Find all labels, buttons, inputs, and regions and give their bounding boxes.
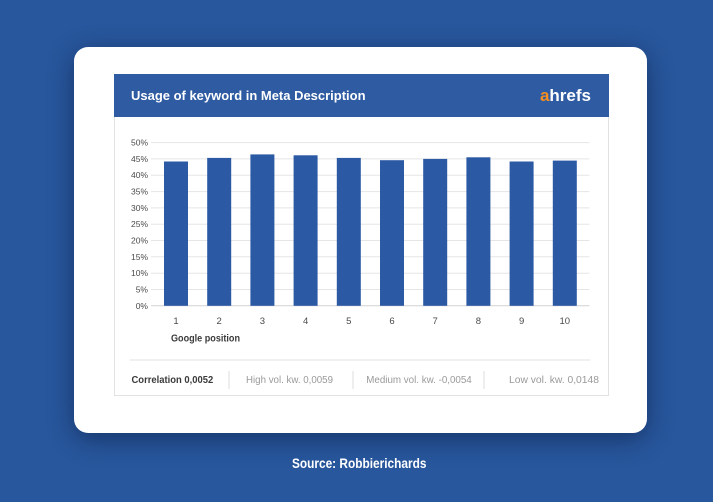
svg-text:6: 6: [389, 316, 394, 327]
svg-text:High vol. kw. 0,0059: High vol. kw. 0,0059: [246, 375, 333, 386]
svg-text:25%: 25%: [131, 219, 148, 229]
svg-text:7: 7: [433, 316, 438, 327]
svg-text:Correlation 0,0052: Correlation 0,0052: [132, 375, 214, 386]
svg-text:10%: 10%: [131, 268, 148, 278]
svg-text:ahrefs: ahrefs: [540, 86, 591, 105]
svg-text:30%: 30%: [131, 203, 148, 213]
svg-text:Google position: Google position: [171, 334, 240, 345]
svg-text:Usage of keyword in Meta Descr: Usage of keyword in Meta Description: [131, 88, 366, 103]
svg-text:20%: 20%: [131, 236, 148, 246]
svg-text:15%: 15%: [131, 252, 148, 262]
svg-text:3: 3: [260, 316, 265, 327]
svg-text:4: 4: [303, 316, 308, 327]
svg-text:35%: 35%: [131, 187, 148, 197]
svg-text:40%: 40%: [131, 170, 148, 180]
svg-text:5%: 5%: [136, 285, 149, 295]
svg-text:5: 5: [346, 316, 351, 327]
svg-text:Source: Robbierichards: Source: Robbierichards: [292, 455, 427, 471]
svg-text:1: 1: [173, 316, 178, 327]
svg-text:Low vol. kw. 0,0148: Low vol. kw. 0,0148: [509, 375, 599, 386]
svg-text:9: 9: [519, 316, 524, 327]
svg-text:45%: 45%: [131, 154, 148, 164]
svg-text:0%: 0%: [136, 301, 149, 311]
svg-text:2: 2: [217, 316, 222, 327]
svg-text:50%: 50%: [131, 138, 148, 148]
svg-text:Medium vol. kw. -0,0054: Medium vol. kw. -0,0054: [366, 375, 472, 386]
svg-text:10: 10: [560, 316, 571, 327]
svg-text:8: 8: [476, 316, 481, 327]
